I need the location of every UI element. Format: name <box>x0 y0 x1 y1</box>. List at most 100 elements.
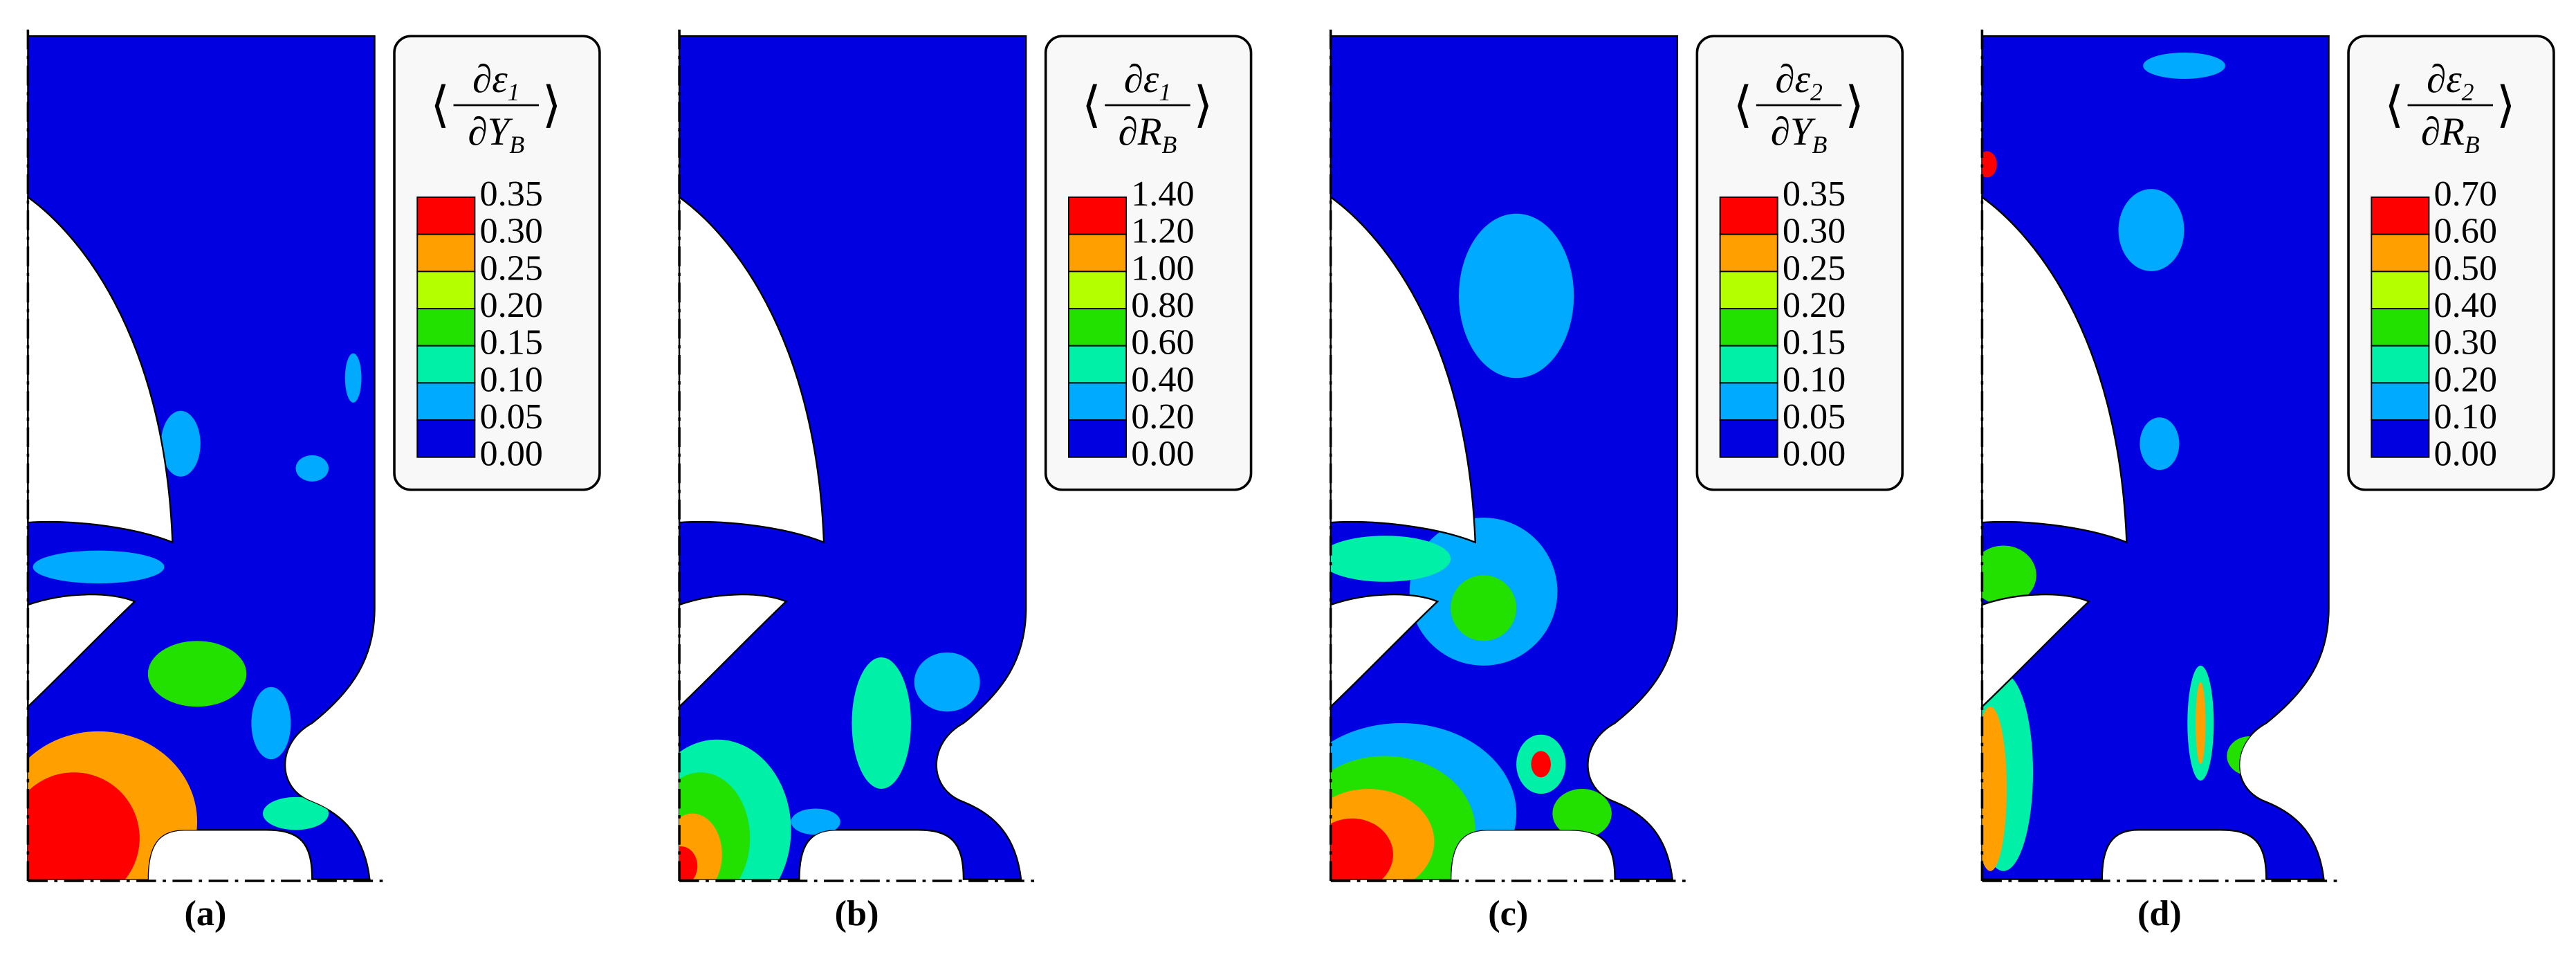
contour-region <box>1330 536 1451 582</box>
contours <box>679 652 980 880</box>
legend-swatch <box>1719 197 1778 235</box>
legend-swatch <box>2371 271 2430 309</box>
contour-region <box>2227 736 2273 776</box>
hole <box>1330 195 1477 544</box>
math-base: ∂ε <box>2427 57 2462 101</box>
bracket: ⟩ <box>1193 79 1213 133</box>
legend-tick-label: 0.20 <box>1783 285 1846 325</box>
legend-title-part: ∂YB <box>468 110 524 158</box>
legend-swatch <box>1719 233 1778 273</box>
legend-swatch <box>1719 271 1778 309</box>
legend-swatch <box>416 382 476 421</box>
legend-title-part: ∂ε2 <box>1775 57 1823 106</box>
contour-region <box>1552 788 1612 839</box>
legend-tick-label: 0.40 <box>2434 285 2497 325</box>
legend-tick-label: 0.25 <box>1783 248 1846 288</box>
legend-swatch <box>416 271 476 309</box>
legend-swatch <box>2371 233 2430 273</box>
legend-tick-label: 0.35 <box>1783 174 1846 214</box>
legend-title-part: ∂RB <box>2421 110 2480 158</box>
contour-region <box>344 353 362 403</box>
legend-swatch <box>1719 345 1778 384</box>
legend-swatch <box>2371 419 2430 458</box>
contours <box>1330 213 1612 880</box>
legend-tick-label: 0.10 <box>1783 359 1846 399</box>
bracket: ⟩ <box>1845 79 1864 133</box>
legend-swatch <box>1067 382 1128 421</box>
legend-title-part: ∂ε1 <box>472 57 519 106</box>
contour-region <box>147 641 247 707</box>
legend-tick-label: 1.40 <box>1131 174 1194 214</box>
legend-title-part: ∂ε1 <box>1124 57 1171 106</box>
legend-tick-label: 0.15 <box>480 322 543 363</box>
legend-tick-label: 1.20 <box>1131 211 1194 251</box>
hole <box>1981 593 2090 709</box>
legend-title-part: ∂ε2 <box>2427 57 2474 106</box>
legend-tick-label: 0.20 <box>480 285 543 325</box>
math-subscript: 1 <box>508 78 520 106</box>
legend-swatch <box>1067 419 1128 458</box>
contour-region <box>2196 682 2206 765</box>
hole <box>27 195 174 544</box>
legend-swatch <box>2371 382 2430 421</box>
legend-tick-label: 0.20 <box>2434 359 2497 399</box>
contours <box>1982 52 2273 871</box>
legend-tick-label: 0.05 <box>1783 397 1846 437</box>
legend-tick-label: 0.35 <box>480 174 543 214</box>
hole <box>678 195 825 544</box>
legend-swatch <box>1067 197 1128 235</box>
contour-region <box>1982 707 2007 871</box>
contour-region <box>1531 751 1551 778</box>
legend-swatch <box>1067 345 1128 384</box>
legend-swatch <box>2371 197 2430 235</box>
panel: (c)⟨ ⟩∂ε2∂YB0.350.300.250.200.150.100.050… <box>1329 29 1904 933</box>
contour-region <box>1982 151 1997 178</box>
domain-body <box>27 35 376 880</box>
legend-tick-label: 0.00 <box>1131 434 1194 474</box>
math-subscript: B <box>509 131 524 158</box>
hole <box>678 593 788 709</box>
math-subscript: B <box>1162 131 1177 158</box>
math-subscript: B <box>1812 131 1828 158</box>
math-base: ∂Y <box>468 110 513 154</box>
contour-region <box>1451 575 1517 641</box>
legend-tick-label: 0.50 <box>2434 248 2497 288</box>
legend-swatch <box>416 419 476 458</box>
legend-tick-label: 0.60 <box>1131 322 1194 363</box>
legend-swatch <box>1719 308 1778 347</box>
math-base: ∂R <box>1119 110 1162 154</box>
math-base: ∂ε <box>1775 57 1810 101</box>
panel: (d)⟨ ⟩∂ε2∂RB0.700.600.500.400.300.200.100… <box>1980 29 2555 933</box>
contour-region <box>914 652 980 712</box>
domain-body <box>1330 35 1679 880</box>
hole <box>1981 195 2128 544</box>
panel: (b)⟨ ⟩∂ε1∂RB1.401.201.000.800.600.400.200… <box>678 29 1253 933</box>
math-base: ∂Y <box>1771 110 1816 154</box>
contour-region <box>33 550 165 584</box>
contour-region <box>852 657 911 789</box>
legend-tick-label: 0.80 <box>1131 285 1194 325</box>
contour-region <box>263 796 329 830</box>
legend-tick-label: 0.60 <box>2434 211 2497 251</box>
legend-title-part: ∂RB <box>1119 110 1177 158</box>
math-subscript: 1 <box>1159 78 1171 106</box>
bracket: ⟨ <box>2384 79 2404 133</box>
legend-tick-label: 0.10 <box>2434 397 2497 437</box>
legend-swatch <box>416 197 476 235</box>
math-subscript: B <box>2465 131 2480 158</box>
legend-tick-label: 0.00 <box>2434 434 2497 474</box>
legend-swatch <box>2371 308 2430 347</box>
legend-tick-label: 0.05 <box>480 397 543 437</box>
panel: (a)⟨ ⟩∂ε1∂YB0.350.300.250.200.150.100.050… <box>26 29 601 933</box>
contour-region <box>791 808 840 835</box>
contour-region <box>1982 545 2036 605</box>
legend-swatch <box>416 345 476 384</box>
contour-region <box>2140 417 2180 471</box>
hole <box>1330 593 1439 709</box>
bracket: ⟨ <box>1082 79 1101 133</box>
bracket: ⟨ <box>430 79 450 133</box>
panel-label: (a) <box>184 893 226 933</box>
bracket: ⟩ <box>542 79 562 133</box>
math-base: ∂ε <box>472 57 508 101</box>
